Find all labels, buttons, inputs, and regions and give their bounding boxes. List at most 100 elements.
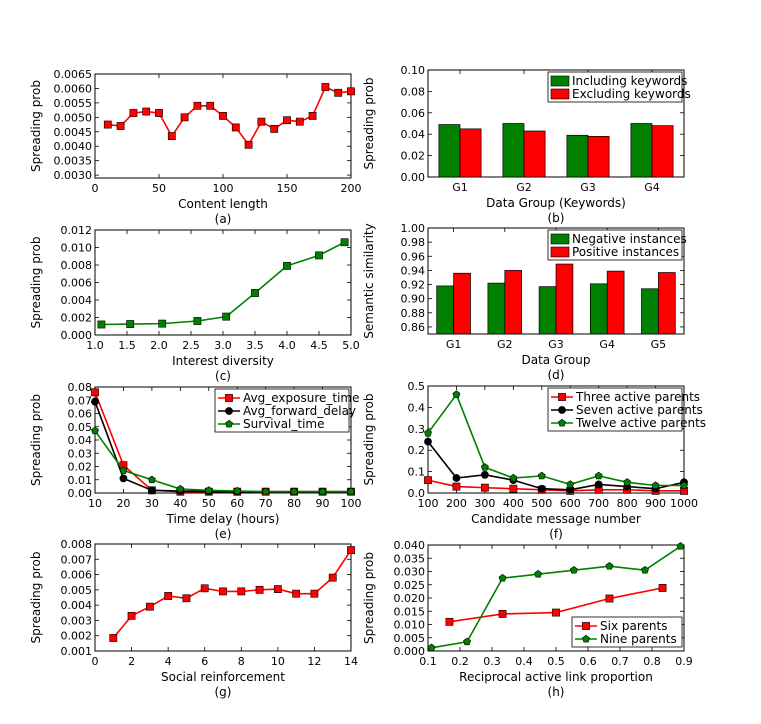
data-point (251, 289, 259, 297)
bar-G4-second (606, 270, 625, 335)
legend-marker (225, 407, 233, 415)
x-tick-label: 2.5 (182, 339, 200, 352)
series-line (431, 545, 681, 649)
plot-frame (427, 69, 685, 178)
data-point (231, 123, 240, 132)
panel-caption: (a) (215, 212, 232, 226)
legend-marker (558, 406, 566, 414)
data-point (176, 484, 185, 493)
data-point (328, 573, 337, 582)
x-axis-label: Social reinforcement (161, 670, 285, 684)
x-tick-label: 600 (560, 497, 581, 510)
x-tick-label: 0.9 (675, 655, 693, 668)
data-point (480, 483, 489, 492)
legend-box (547, 229, 683, 261)
data-point (244, 140, 253, 149)
y-axis-label: Spreading prob (29, 394, 43, 486)
y-axis-label: Spreading prob (29, 237, 43, 329)
data-point (623, 478, 632, 486)
data-point (680, 481, 688, 489)
data-point (167, 132, 176, 141)
data-point (452, 390, 461, 398)
data-point (290, 487, 299, 496)
y-tick-label: 0.0045 (54, 126, 93, 139)
x-tick-label: 500 (531, 497, 552, 510)
y-tick-label: 0.0065 (54, 68, 93, 81)
y-tick-label: 0.1 (408, 466, 426, 479)
data-point (158, 319, 167, 328)
data-point (119, 466, 128, 474)
y-tick-label: 0.06 (401, 107, 426, 120)
x-tick-label: 2.0 (150, 339, 168, 352)
data-point (142, 107, 151, 116)
data-point (127, 611, 136, 620)
legend-swatch (550, 75, 570, 87)
data-point (233, 486, 242, 495)
bar-G2-second (523, 130, 546, 178)
legend-label: Nine parents (600, 632, 677, 646)
y-tick-label: 0.000 (61, 329, 93, 342)
y-tick-label: 0.0040 (54, 140, 93, 153)
x-tick-label: 300 (474, 497, 495, 510)
data-point (334, 88, 343, 97)
data-point (452, 482, 461, 491)
legend-label: Avg_forward_delay (243, 404, 356, 418)
data-point (283, 116, 291, 125)
chart-e: 0.000.010.020.030.040.050.060.070.08 10 20… (29, 381, 362, 541)
y-tick-label: 0.90 (401, 293, 426, 306)
data-point (292, 589, 301, 598)
data-point (452, 474, 461, 482)
y-tick-label: 0.006 (61, 277, 93, 290)
bar-G4-first (589, 283, 608, 335)
legend-label: Negative instances (572, 232, 687, 246)
x-tick-label: 0.6 (579, 655, 597, 668)
y-tick-label: 0.002 (61, 312, 93, 325)
data-point (200, 584, 209, 593)
data-point (219, 587, 227, 596)
data-point (206, 101, 215, 110)
legend-marker (582, 622, 590, 630)
data-point (537, 471, 546, 480)
bar-G4-second (651, 125, 674, 178)
x-axis-label: Reciprocal active link proportion (459, 670, 653, 684)
data-point (424, 476, 432, 485)
x-axis-label: Candidate message number (471, 512, 641, 526)
y-tick-label: 0.08 (68, 381, 93, 394)
legend-marker (225, 419, 233, 428)
y-tick-label: 0.0 (408, 487, 426, 500)
y-tick-label: 0.02 (68, 461, 93, 474)
y-tick-label: 0.07 (68, 394, 93, 407)
bar-G1-first (436, 285, 454, 335)
y-tick-label: 0.92 (401, 279, 426, 292)
bar-G3-first (538, 286, 557, 335)
chart-h: 0.0000.0050.0100.0150.0200.0250.0300.035… (362, 539, 693, 699)
data-point (424, 437, 432, 446)
data-point (594, 480, 603, 489)
x-tick-label: G2 (516, 181, 532, 194)
legend-label: Seven active parents (576, 403, 703, 417)
y-tick-label: 0.001 (61, 645, 93, 658)
y-tick-label: 0.020 (394, 592, 426, 605)
x-tick-label: 900 (645, 497, 666, 510)
y-tick-label: 0.05 (68, 421, 93, 434)
data-point (261, 487, 270, 496)
panel-caption: (g) (215, 685, 232, 699)
x-axis-label: Data Group (522, 353, 591, 367)
panel-caption: (f) (549, 527, 563, 541)
x-tick-label: 90 (316, 497, 330, 510)
x-tick-label: 80 (287, 497, 301, 510)
bar-G3-second (555, 263, 574, 335)
data-point (594, 471, 603, 480)
data-point (347, 87, 355, 96)
legend-marker (558, 393, 566, 401)
x-tick-label: G3 (548, 338, 564, 351)
data-point (605, 594, 614, 603)
panel-caption: (d) (548, 368, 565, 382)
data-point (480, 470, 489, 479)
y-tick-label: 0.2 (408, 444, 426, 457)
y-tick-label: 0.0055 (54, 97, 93, 110)
x-tick-label: 3.5 (246, 339, 264, 352)
